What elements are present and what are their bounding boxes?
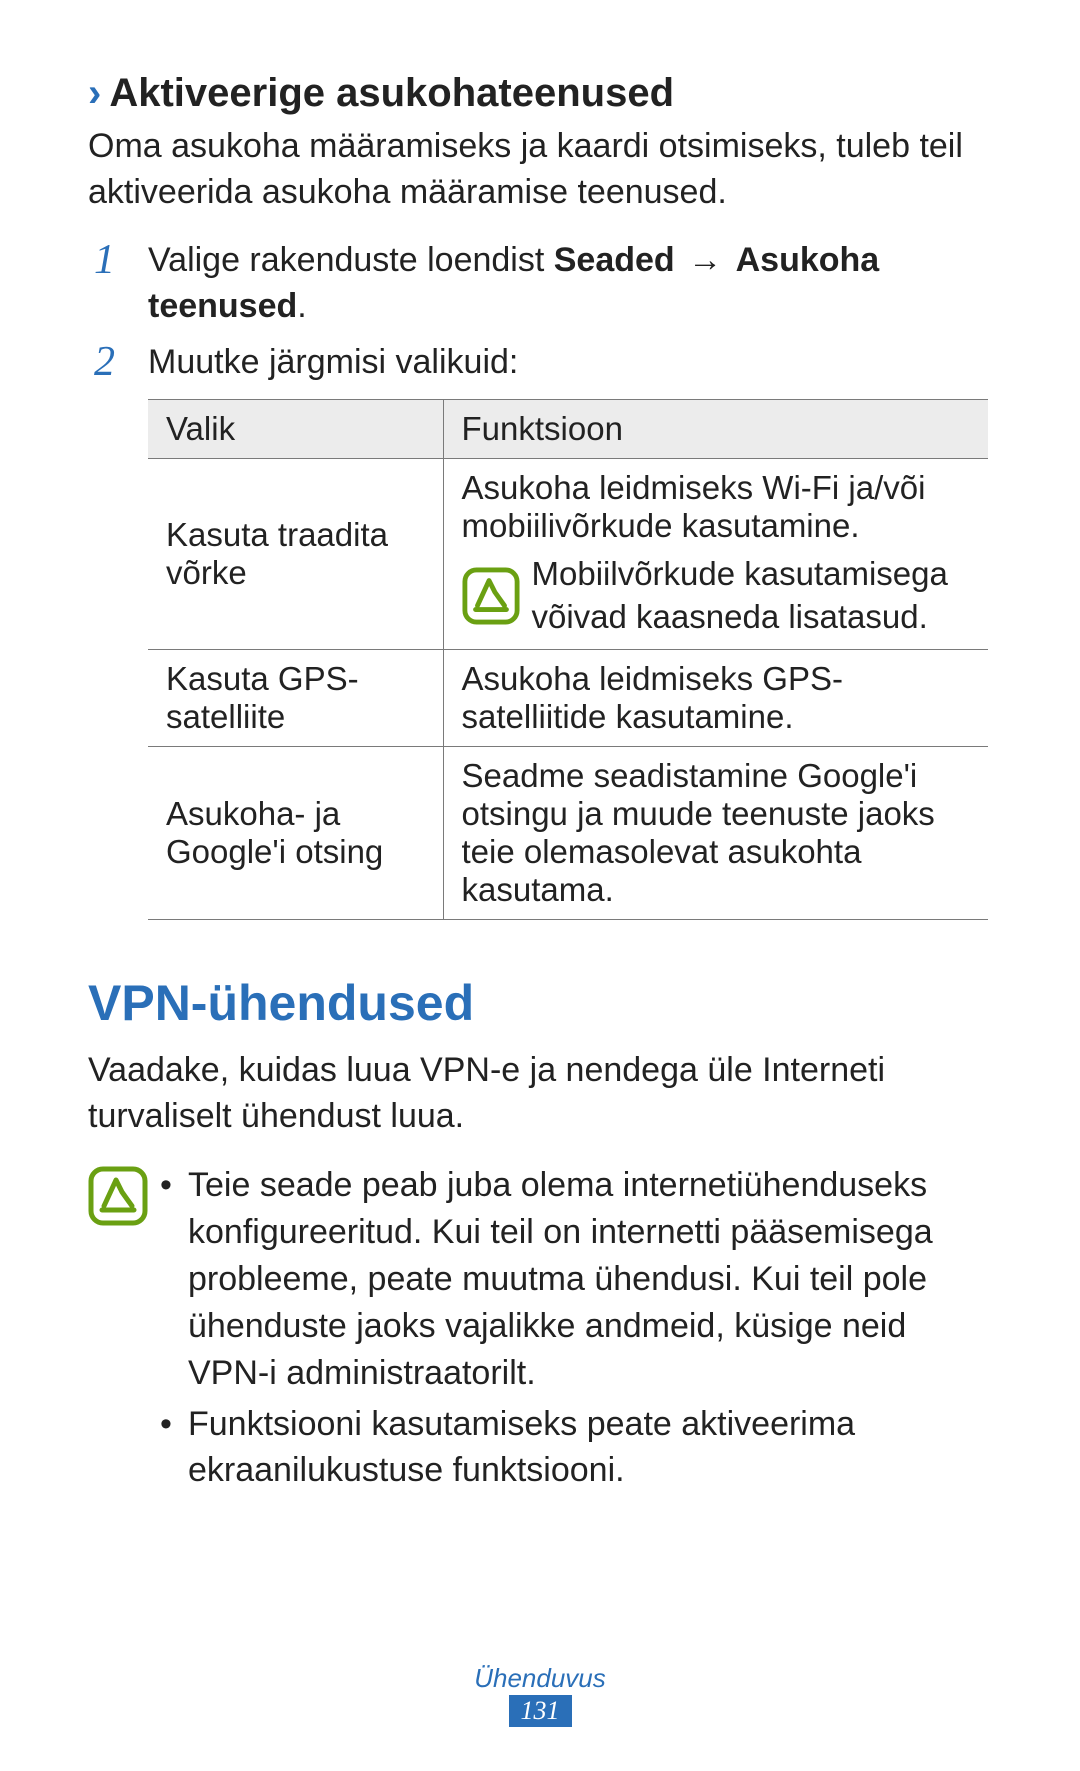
table-cell-option: Asukoha- ja Google'i otsing: [148, 747, 443, 920]
footer-category: Ühenduvus: [0, 1663, 1080, 1694]
manual-page: ›Aktiveerige asukohateenused Oma asukoha…: [0, 0, 1080, 1771]
options-table: Valik Funktsioon Kasuta traadita võrke A…: [148, 399, 988, 920]
section-intro: Vaadake, kuidas luua VPN-e ja nendega ül…: [88, 1048, 992, 1140]
page-footer: Ühenduvus 131: [0, 1663, 1080, 1728]
table-header-row: Valik Funktsioon: [148, 400, 988, 459]
step-number: 1: [88, 238, 148, 330]
table-cell-option: Kasuta GPS-satelliite: [148, 650, 443, 747]
table-cell-option: Kasuta traadita võrke: [148, 459, 443, 650]
table-cell-function: Seadme seadistamine Google'i otsingu ja …: [443, 747, 988, 920]
subsection-intro: Oma asukoha määramiseks ja kaardi otsimi…: [88, 124, 992, 216]
step-number: 2: [88, 340, 148, 386]
subsection-heading: ›Aktiveerige asukohateenused: [88, 68, 992, 118]
section-heading: VPN-ühendused: [88, 974, 992, 1032]
table-row: Kasuta traadita võrke Asukoha leidmiseks…: [148, 459, 988, 650]
inline-note-text: Mobiilvõrkude kasutamisega võivad kaasne…: [520, 553, 971, 639]
table-header-option: Valik: [148, 400, 443, 459]
note-list-item: Teie seade peab juba olema internetiühen…: [160, 1162, 992, 1397]
note-icon: [462, 567, 520, 625]
step: 1 Valige rakenduste loendist Seaded → As…: [88, 238, 992, 330]
note-icon: [88, 1166, 148, 1226]
table-header-function: Funktsioon: [443, 400, 988, 459]
note-block: Teie seade peab juba olema internetiühen…: [88, 1162, 992, 1498]
menu-path-bold: Seaded: [554, 241, 675, 279]
note-icon-wrapper: [88, 1162, 160, 1498]
inline-note: Mobiilvõrkude kasutamisega võivad kaasne…: [462, 553, 971, 639]
table-cell-function: Asukoha leidmiseks GPS-satelliitide kasu…: [443, 650, 988, 747]
chevron-icon: ›: [88, 71, 101, 115]
step-content: Muutke järgmisi valikuid:: [148, 340, 992, 386]
step-content: Valige rakenduste loendist Seaded → Asuk…: [148, 238, 992, 330]
table-cell-function: Asukoha leidmiseks Wi-Fi ja/või mobiiliv…: [443, 459, 988, 650]
table-row: Asukoha- ja Google'i otsing Seadme seadi…: [148, 747, 988, 920]
subsection-title: Aktiveerige asukohateenused: [109, 71, 674, 115]
table-row: Kasuta GPS-satelliite Asukoha leidmiseks…: [148, 650, 988, 747]
note-list-item: Funktsiooni kasutamiseks peate aktiveeri…: [160, 1401, 992, 1495]
arrow-glyph: →: [675, 241, 736, 279]
note-list: Teie seade peab juba olema internetiühen…: [160, 1162, 992, 1498]
footer-page-number: 131: [509, 1695, 572, 1728]
step: 2 Muutke järgmisi valikuid:: [88, 340, 992, 386]
